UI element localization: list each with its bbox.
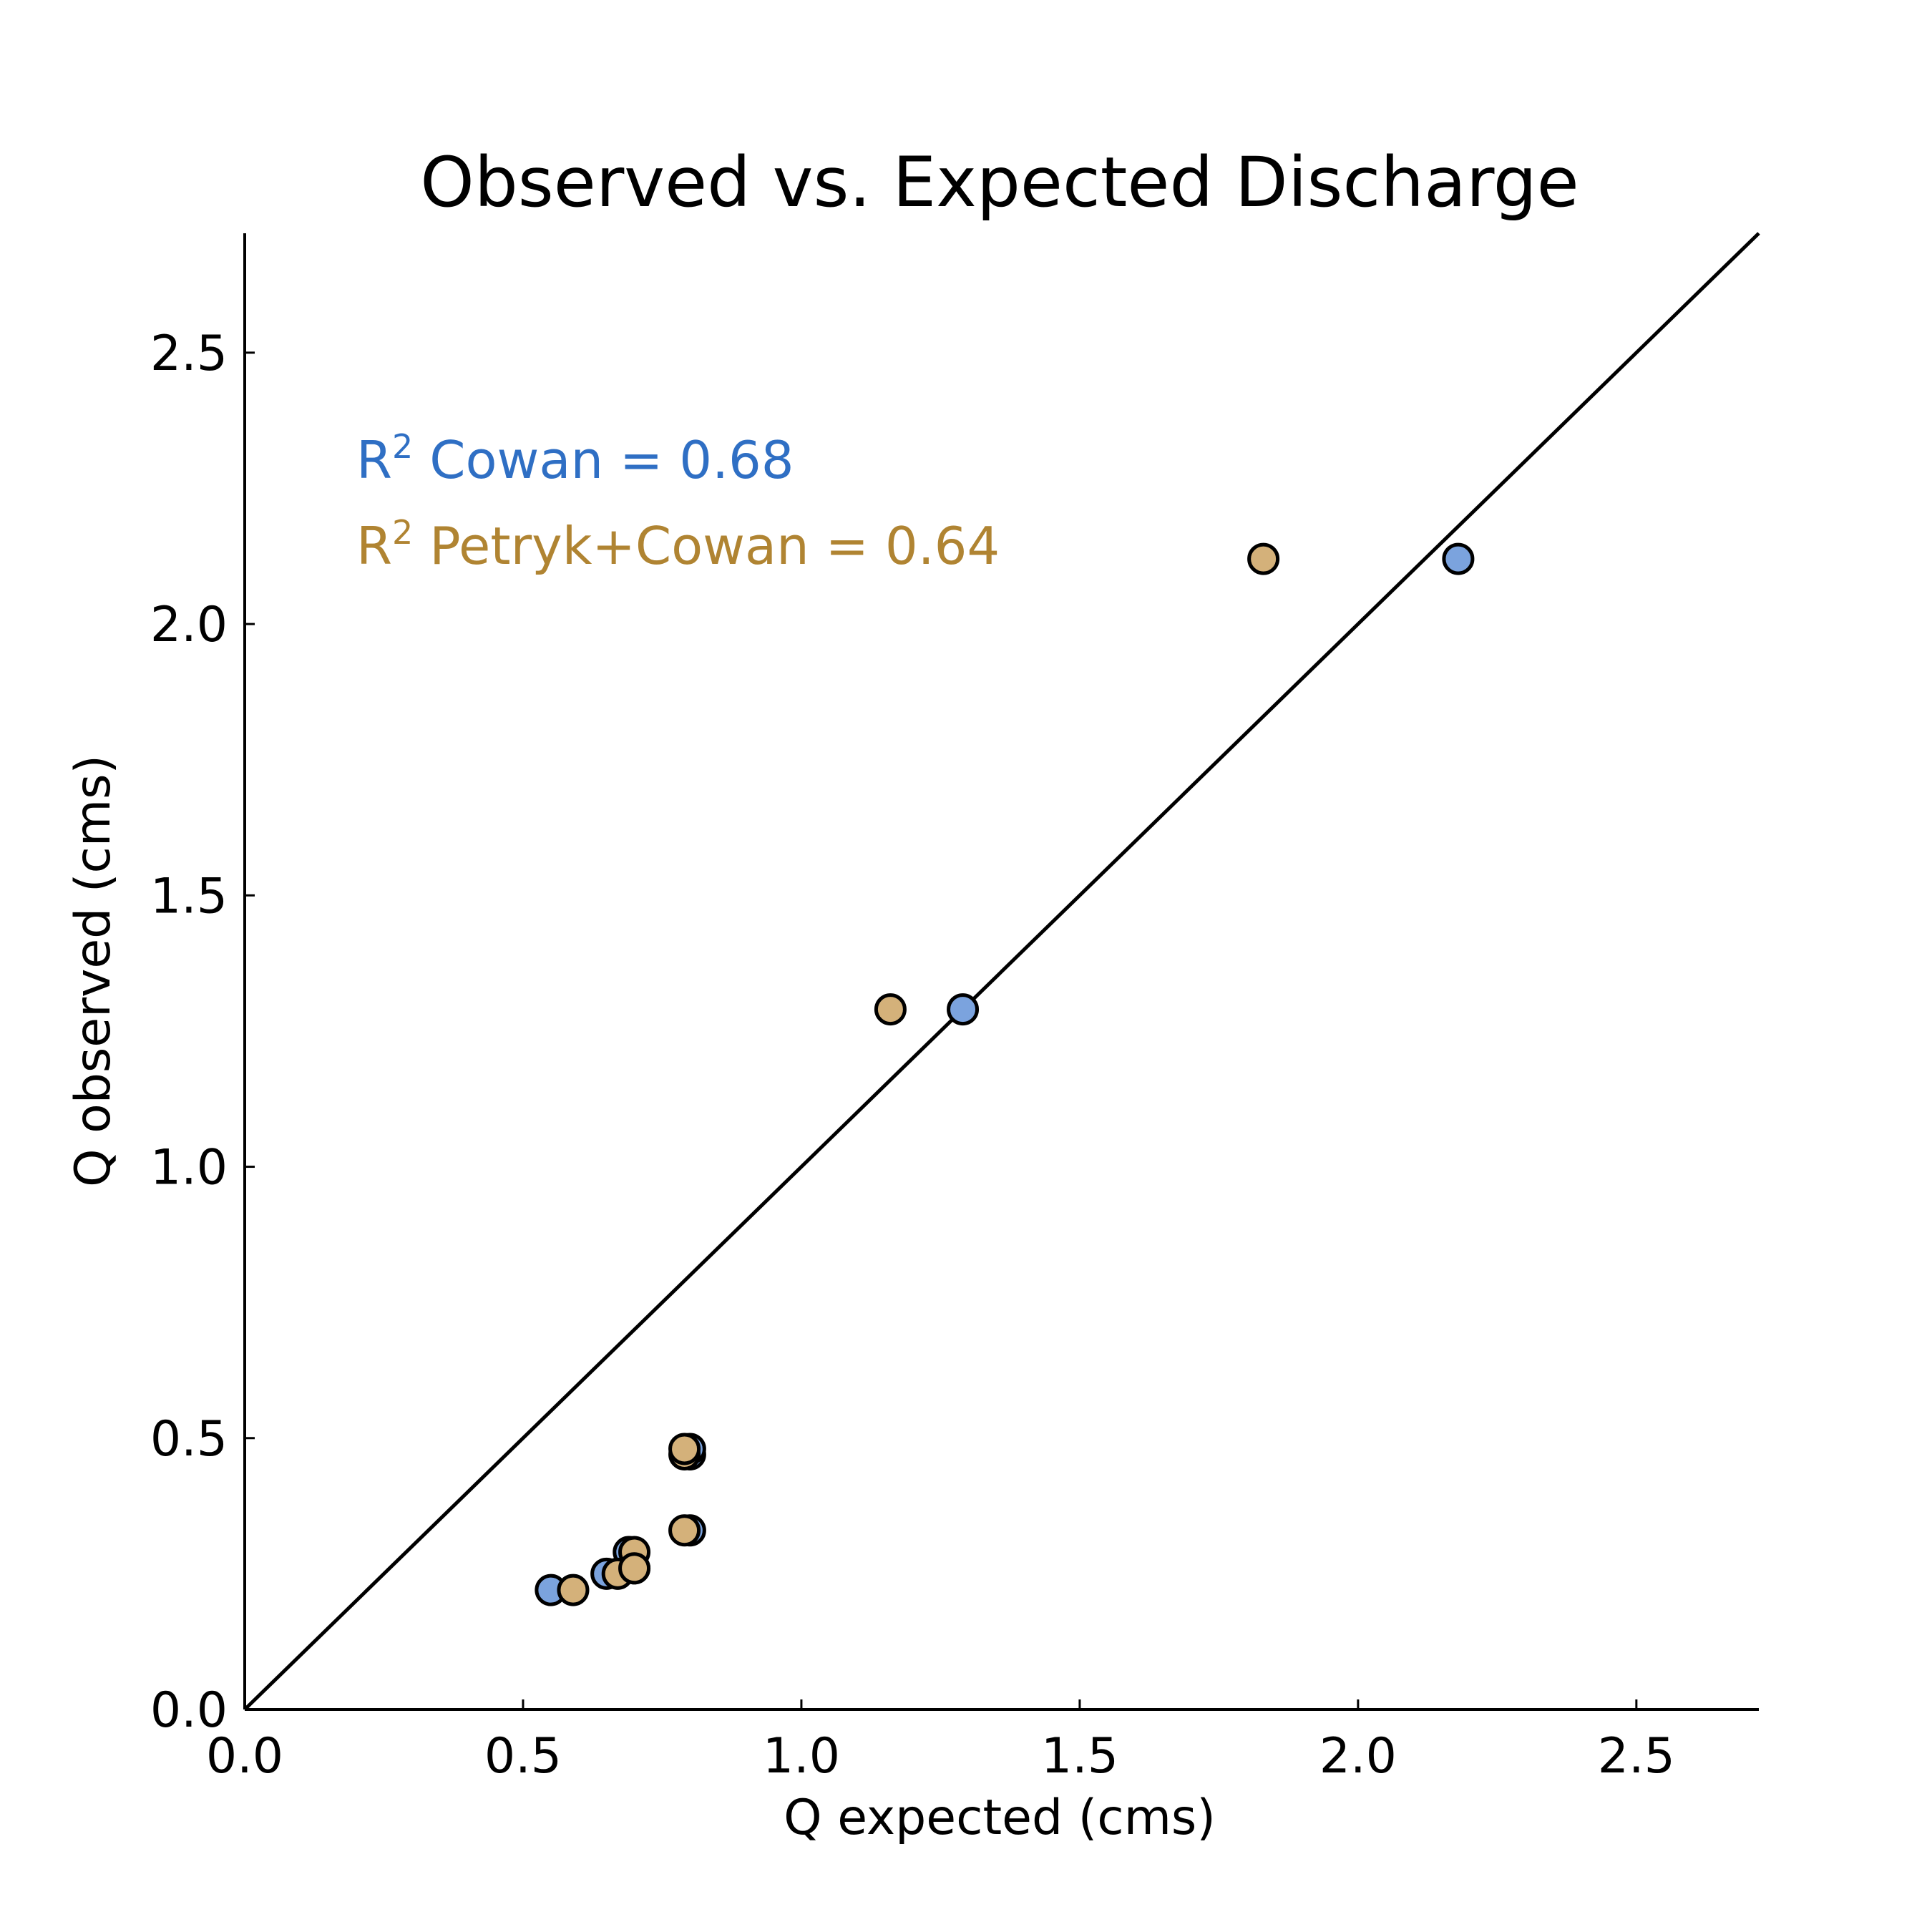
x-tick-label-4: 2.0 bbox=[1319, 1728, 1397, 1785]
point-cowan-8 bbox=[1442, 542, 1475, 575]
r2-cowan-superscript: 2 bbox=[392, 427, 413, 466]
y-tick-label-3: 1.5 bbox=[150, 868, 228, 924]
r2-petryk-text: Petryk+Cowan = 0.64 bbox=[413, 516, 1000, 576]
x-tick-label-5: 2.5 bbox=[1598, 1728, 1675, 1785]
point-petryk-cowan-3 bbox=[618, 1552, 651, 1585]
x-tick-label-2: 1.0 bbox=[763, 1728, 840, 1785]
x-tick-label-0: 0.0 bbox=[206, 1728, 283, 1785]
y-tick-label-5: 2.5 bbox=[150, 326, 228, 382]
y-tick-label-1: 0.5 bbox=[150, 1411, 228, 1468]
r2-cowan-text: Cowan = 0.68 bbox=[413, 430, 794, 490]
x-ticks: 0.0 0.5 1.0 1.5 2.0 2.5 bbox=[206, 1699, 1675, 1785]
r2-petryk-cowan-annotation: R2 Petryk+Cowan = 0.64 bbox=[356, 513, 1000, 576]
x-tick-label-1: 0.5 bbox=[484, 1728, 562, 1785]
y-tick-label-2: 1.0 bbox=[150, 1140, 228, 1196]
x-axis-label: Q expected (cms) bbox=[784, 1790, 1216, 1846]
r2-cowan-letter: R bbox=[356, 430, 392, 490]
point-petryk-cowan-8 bbox=[1247, 542, 1280, 575]
y-ticks: 0.0 0.5 1.0 1.5 2.0 2.5 bbox=[150, 326, 255, 1739]
y-axis-label: Q observed (cms) bbox=[65, 755, 122, 1187]
point-petryk-cowan-4 bbox=[668, 1514, 701, 1547]
one-to-one-line bbox=[243, 232, 1760, 1711]
r2-petryk-superscript: 2 bbox=[392, 513, 413, 552]
point-petryk-cowan-0 bbox=[557, 1574, 590, 1606]
r2-petryk-letter: R bbox=[356, 516, 392, 576]
chart-title: Observed vs. Expected Discharge bbox=[420, 142, 1579, 223]
point-cowan-7 bbox=[947, 993, 980, 1026]
point-petryk-cowan-7 bbox=[874, 993, 907, 1026]
r2-cowan-annotation: R2 Cowan = 0.68 bbox=[356, 427, 794, 490]
x-tick-label-3: 1.5 bbox=[1041, 1728, 1118, 1785]
point-petryk-cowan-6 bbox=[668, 1433, 701, 1465]
y-tick-label-4: 2.0 bbox=[150, 597, 228, 653]
points-layer bbox=[535, 542, 1475, 1606]
y-tick-label-0: 0.0 bbox=[150, 1682, 228, 1739]
reference-line-layer bbox=[243, 232, 1760, 1711]
